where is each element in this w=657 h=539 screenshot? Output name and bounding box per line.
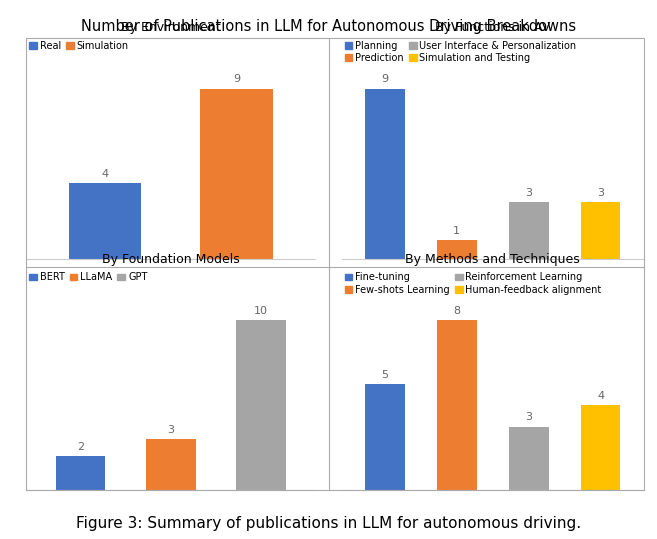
Legend: Fine-tuning, Few-shots Learning, Reinforcement Learning, Human-feedback alignmen: Fine-tuning, Few-shots Learning, Reinfor…	[344, 272, 602, 296]
Text: 1: 1	[453, 226, 461, 236]
Text: Figure 3: Summary of publications in LLM for autonomous driving.: Figure 3: Summary of publications in LLM…	[76, 516, 581, 531]
Bar	[237, 321, 286, 490]
Text: 3: 3	[525, 188, 532, 198]
Bar	[365, 89, 405, 259]
Legend: BERT, LLaMA, GPT: BERT, LLaMA, GPT	[28, 272, 148, 284]
Title: By Methods and Techniques: By Methods and Techniques	[405, 253, 580, 266]
Text: 3: 3	[525, 412, 532, 423]
Bar	[69, 183, 141, 259]
Text: 9: 9	[233, 74, 240, 85]
Legend: Real, Simulation: Real, Simulation	[28, 40, 130, 52]
Bar	[200, 89, 273, 259]
Text: Number of Publications in LLM for Autonomous Driving Breakdowns: Number of Publications in LLM for Autono…	[81, 19, 576, 34]
Text: 3: 3	[168, 425, 174, 436]
Bar	[365, 384, 405, 490]
Text: 4: 4	[102, 169, 108, 179]
Text: 9: 9	[381, 74, 388, 85]
Title: By Functions in AV: By Functions in AV	[435, 21, 551, 34]
Text: 8: 8	[453, 306, 461, 316]
Text: 10: 10	[254, 306, 268, 316]
Text: 3: 3	[597, 188, 604, 198]
Text: 5: 5	[381, 370, 388, 380]
Bar	[581, 405, 620, 490]
Title: By Foundation Models: By Foundation Models	[102, 253, 240, 266]
Bar	[437, 321, 476, 490]
Bar	[581, 202, 620, 259]
Text: 2: 2	[77, 442, 84, 452]
Title: By Environment: By Environment	[121, 21, 221, 34]
Bar	[146, 439, 196, 490]
Bar	[437, 240, 476, 259]
Bar	[56, 457, 105, 490]
Bar	[509, 427, 549, 490]
Text: 4: 4	[597, 391, 604, 401]
Legend: Planning, Prediction, User Interface & Personalization, Simulation and Testing: Planning, Prediction, User Interface & P…	[344, 40, 578, 64]
Bar	[509, 202, 549, 259]
